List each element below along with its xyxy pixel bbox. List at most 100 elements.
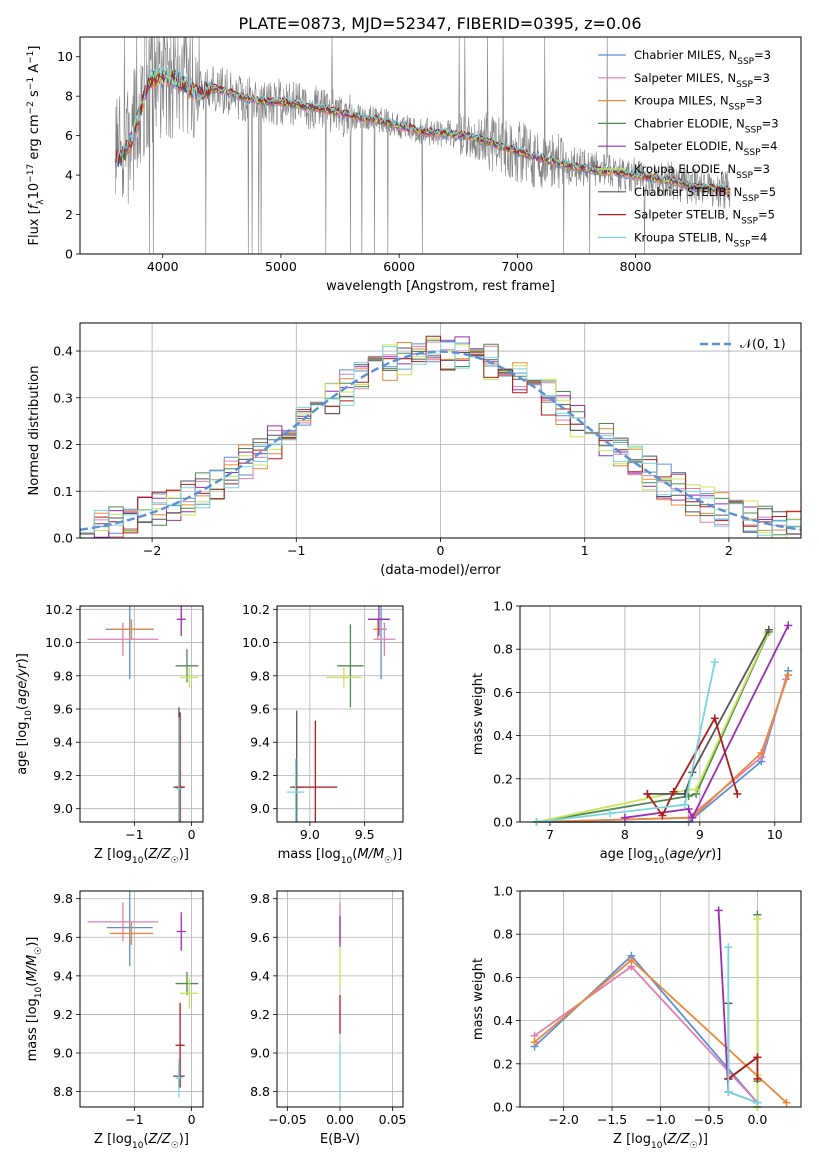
error-point-7	[175, 1002, 185, 1088]
y-tick-label: 6	[65, 128, 73, 143]
y-tick-label: 9.2	[53, 1007, 73, 1022]
age_vs_mass-x-axis-label: mass [log10(M/M☉)]	[278, 847, 403, 866]
normal-reference-curve	[79, 350, 802, 531]
error-point-8	[286, 758, 305, 822]
weight-marker	[757, 748, 766, 757]
weight-marker	[627, 956, 636, 965]
error-point-3	[175, 972, 199, 996]
y-tick-label: 9.4	[53, 968, 73, 983]
y-tick-label: 9.4	[250, 968, 270, 983]
x-tick-label: −1.0	[645, 1112, 675, 1127]
y-tick-label: 0.0	[493, 815, 513, 830]
weight-marker	[753, 1098, 762, 1107]
spectrum-frame	[79, 36, 802, 255]
legend-label-5: Kroupa ELODIE, NSSP=3	[634, 162, 770, 181]
error-point-4	[176, 606, 186, 636]
residuals-panel: −2 −1 0 1 2 0.0 0.1 0.2 0.3 0.4 𝒩(0, 1) (data-model…	[27, 322, 802, 578]
x-tick-label: 10	[767, 827, 783, 842]
weight-marker	[669, 787, 678, 796]
y-tick-label: 1.0	[493, 884, 513, 899]
residual-x-axis-label: (data-model)/error	[380, 563, 501, 578]
age_vs_Z-grid	[80, 606, 203, 822]
mass_vs_Z-plot-area	[87, 891, 199, 1098]
weight-marker	[733, 789, 742, 798]
weight-marker	[692, 785, 701, 794]
weight-marker	[684, 805, 693, 814]
y-tick-label: 9.0	[53, 1046, 73, 1061]
y-tick-label: 10.0	[45, 635, 73, 650]
y-tick-label: 0.8	[493, 642, 513, 657]
legend-label-6: Chabrier STELIB, NSSP=5	[634, 185, 776, 204]
x-tick-label: −1	[125, 1112, 143, 1127]
massweight_vs_Z-x-axis-label: Z [log10(Z/Z☉)]	[613, 1132, 708, 1151]
legend-label-0: Chabrier MILES, NSSP=3	[634, 48, 771, 67]
y-tick-label: 9.8	[53, 668, 73, 683]
age_vs_Z-background	[80, 606, 203, 822]
legend-label-8: Kroupa STELIB, NSSP=4	[634, 230, 767, 249]
error-point-0	[106, 891, 153, 967]
mass_vs_ebv-frame	[276, 890, 404, 1108]
y-tick-label: 0.6	[493, 970, 513, 985]
y-tick-label: 0.4	[493, 728, 513, 743]
x-tick-label: −1	[287, 543, 305, 558]
x-tick-label: 8000	[620, 259, 652, 274]
mass_vs_ebv-panel: −0.05 0.00 0.05 8.8 9.0 9.2 9.4 9.6 9.8 E(B-V)	[250, 890, 406, 1147]
y-tick-label: 1.0	[493, 599, 513, 614]
age_vs_mass-grid	[277, 606, 403, 822]
y-tick-label: 0.6	[493, 685, 513, 700]
weight-series-2	[536, 674, 790, 823]
y-tick-label: 8.8	[250, 1084, 270, 1099]
x-tick-label: 7000	[501, 259, 533, 274]
y-tick-label: 0.3	[53, 390, 73, 405]
age_vs_mass-plot-area	[286, 606, 396, 822]
y-tick-label: 10	[57, 49, 73, 64]
weight-marker	[605, 809, 614, 818]
weight-marker	[643, 789, 652, 798]
y-tick-label: 0.2	[53, 437, 73, 452]
x-tick-label: 6000	[383, 259, 415, 274]
age_vs_mass-frame	[276, 605, 404, 823]
error-point-5	[180, 667, 199, 688]
y-tick-label: 9.0	[250, 801, 270, 816]
error-point-7	[175, 712, 185, 822]
y-tick-label: 0	[65, 247, 73, 262]
legend-label-1: Salpeter MILES, NSSP=3	[634, 71, 770, 90]
spectrum-legend: Chabrier MILES, NSSP=3 Salpeter MILES, NS…	[598, 48, 779, 249]
weight-marker	[714, 906, 723, 915]
x-tick-label: 0.00	[326, 1112, 354, 1127]
age_vs_mass-background	[277, 606, 403, 822]
normal-legend-label: 𝒩(0, 1)	[740, 336, 786, 351]
y-tick-label: 0.2	[493, 771, 513, 786]
error-point-2	[109, 921, 154, 945]
weight-series-8	[536, 662, 716, 823]
x-tick-label: 4000	[147, 259, 179, 274]
age_vs_Z-x-axis-label: Z [log10(Z/Z☉)]	[94, 847, 189, 866]
massweight_vs_age-frame	[519, 605, 802, 823]
x-tick-label: 9.5	[355, 827, 375, 842]
error-point-8	[175, 717, 183, 822]
y-tick-label: 9.0	[53, 801, 73, 816]
weight-marker	[710, 714, 719, 723]
x-tick-label: 8	[621, 827, 629, 842]
y-tick-label: 9.8	[53, 891, 73, 906]
legend-label-7: Salpeter STELIB, NSSP=5	[634, 208, 775, 227]
y-tick-label: 10.2	[45, 602, 73, 617]
error-point-4	[367, 606, 390, 636]
error-point-1	[87, 902, 159, 942]
x-tick-label: −1	[125, 827, 143, 842]
y-tick-label: 9.2	[53, 768, 73, 783]
y-tick-label: 9.2	[250, 1007, 270, 1022]
massweight_vs_Z-y-axis-label: mass weight	[471, 958, 486, 1040]
weight-series-4	[624, 624, 790, 820]
legend-label-3: Chabrier ELODIE, NSSP=3	[634, 116, 779, 135]
y-tick-label: 0.8	[493, 927, 513, 942]
y-tick-label: 8	[65, 89, 73, 104]
model-spectrum-8	[115, 66, 730, 190]
mass_vs_Z-x-axis-label: Z [log10(Z/Z☉)]	[94, 1132, 189, 1151]
y-tick-label: 9.4	[250, 735, 270, 750]
weight-marker	[620, 813, 629, 822]
massweight_vs_age-background	[520, 606, 801, 822]
weight-marker	[530, 1038, 539, 1047]
spectrum-plot-area	[115, 36, 731, 255]
